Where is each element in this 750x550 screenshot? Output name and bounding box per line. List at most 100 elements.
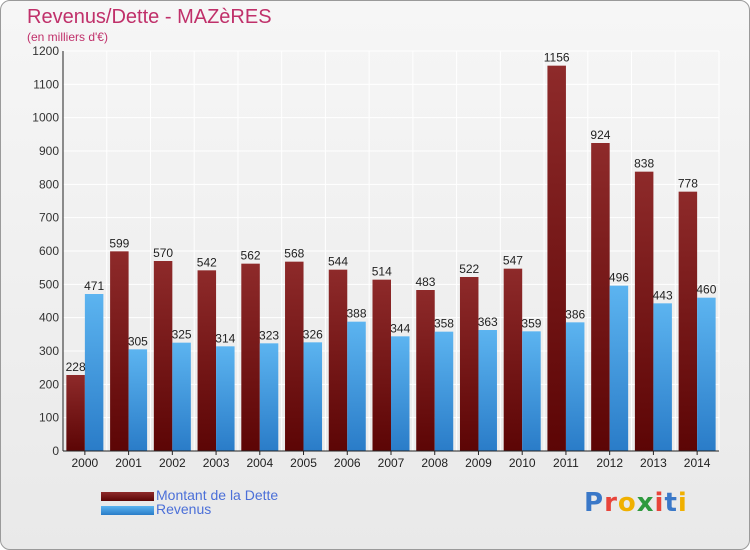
y-tick-label: 200: [39, 377, 59, 391]
bar-dette: [591, 143, 610, 451]
data-label-revenus: 496: [609, 271, 629, 285]
x-tick-label: 2000: [72, 456, 99, 470]
x-tick-label: 2005: [290, 456, 317, 470]
data-label-dette: 778: [678, 177, 698, 191]
bar-revenus: [434, 331, 454, 451]
bar-dette: [459, 277, 479, 451]
y-tick-label: 1000: [32, 111, 59, 125]
bar-revenus: [391, 336, 410, 451]
y-tick-label: 500: [39, 277, 59, 291]
logo-letter: x: [636, 488, 655, 518]
data-label-dette: 228: [66, 360, 86, 374]
x-axis: 2000 2001 2002 2003 2004 2005 2006 2007 2008 2009…: [63, 450, 719, 470]
y-tick-label: 100: [39, 411, 59, 425]
logo-letter: P: [584, 488, 605, 518]
bar-revenus: [653, 303, 672, 451]
bar-dette: [678, 191, 698, 451]
data-label-revenus: 460: [696, 283, 716, 297]
data-label-dette: 1156: [544, 51, 570, 65]
data-labels: 228 471 599 305 570 325 542 314 562 323 568 326 544 3…: [66, 51, 717, 374]
bar-revenus: [84, 294, 104, 451]
y-tick-label: 1100: [33, 77, 59, 91]
proxiti-logo: Proxiti: [584, 488, 688, 518]
data-label-revenus: 388: [347, 307, 367, 321]
data-label-dette: 599: [109, 236, 129, 250]
data-label-revenus: 326: [303, 327, 323, 341]
x-tick-label: 2001: [115, 456, 142, 470]
x-tick-label: 2006: [334, 456, 361, 470]
x-tick-label: 2011: [553, 456, 579, 470]
x-tick-label: 2002: [159, 456, 186, 470]
bar-dette: [503, 268, 523, 451]
legend-label-dette: Montant de la Dette: [156, 487, 279, 503]
legend-swatch-dette: [101, 492, 154, 501]
logo-letter: i: [654, 488, 665, 518]
y-tick-label: 900: [39, 144, 59, 158]
data-label-revenus: 305: [128, 334, 148, 348]
x-tick-label: 2010: [509, 456, 536, 470]
data-label-dette: 514: [372, 265, 392, 279]
bar-dette: [110, 251, 129, 451]
data-label-revenus: 325: [172, 328, 192, 342]
data-label-dette: 562: [241, 249, 261, 263]
y-tick-label: 800: [39, 177, 59, 191]
bar-dette: [328, 269, 348, 451]
legend-swatch-revenus: [101, 506, 154, 515]
bar-dette: [241, 263, 260, 451]
bar-revenus: [478, 330, 497, 451]
x-tick-label: 2003: [203, 456, 230, 470]
bar-revenus: [128, 349, 148, 451]
data-label-revenus: 358: [434, 317, 454, 331]
data-label-revenus: 443: [653, 288, 673, 302]
data-label-dette: 522: [459, 262, 479, 276]
x-tick-label: 2008: [421, 456, 448, 470]
legend-label-revenus: Revenus: [156, 501, 212, 517]
bar-revenus: [347, 321, 366, 451]
x-tick-label: 2009: [465, 456, 492, 470]
bar-dette: [285, 261, 304, 451]
bar-dette: [66, 375, 85, 451]
chart-title: Revenus/Dette - MAZèRES: [27, 6, 272, 28]
bar-dette: [416, 290, 435, 451]
bar-revenus: [522, 331, 541, 451]
bar-revenus: [259, 343, 279, 451]
data-label-revenus: 359: [521, 316, 541, 330]
bars: [66, 65, 716, 452]
bar-revenus: [609, 285, 629, 451]
data-label-revenus: 344: [390, 321, 410, 335]
data-label-dette: 544: [328, 255, 348, 269]
x-tick-label: 2014: [684, 456, 711, 470]
data-label-revenus: 314: [215, 331, 235, 345]
bar-revenus: [172, 342, 191, 451]
bar-revenus: [697, 297, 716, 451]
y-tick-label: 700: [39, 211, 59, 225]
chart-subtitle: (en milliers d'€): [27, 30, 108, 44]
y-tick-label: 400: [39, 311, 59, 325]
bar-revenus: [216, 346, 235, 451]
data-label-dette: 542: [197, 255, 217, 269]
bar-dette: [372, 279, 391, 451]
bar-dette: [197, 270, 217, 451]
x-tick-label: 2004: [246, 456, 273, 470]
bar-dette: [547, 65, 566, 452]
bar-revenus: [565, 322, 585, 451]
x-tick-label: 2013: [640, 456, 667, 470]
bar-revenus: [303, 342, 323, 451]
x-tick-label: 2007: [378, 456, 405, 470]
y-tick-label: 600: [39, 244, 59, 258]
data-label-revenus: 471: [84, 279, 104, 293]
data-label-revenus: 363: [478, 315, 498, 329]
data-label-dette: 570: [153, 246, 173, 260]
data-label-dette: 547: [503, 254, 523, 268]
y-axis: 0 100 200 300 400 500 600 700 800 900 1000 1100 1200: [32, 44, 64, 458]
bar-dette: [153, 261, 173, 451]
logo-letter: r: [604, 488, 618, 518]
data-label-revenus: 386: [565, 307, 585, 321]
data-label-revenus: 323: [259, 328, 279, 342]
bar-dette: [634, 171, 654, 451]
data-label-dette: 568: [284, 247, 304, 261]
y-tick-label: 300: [39, 344, 59, 358]
logo-letter: o: [617, 488, 637, 518]
